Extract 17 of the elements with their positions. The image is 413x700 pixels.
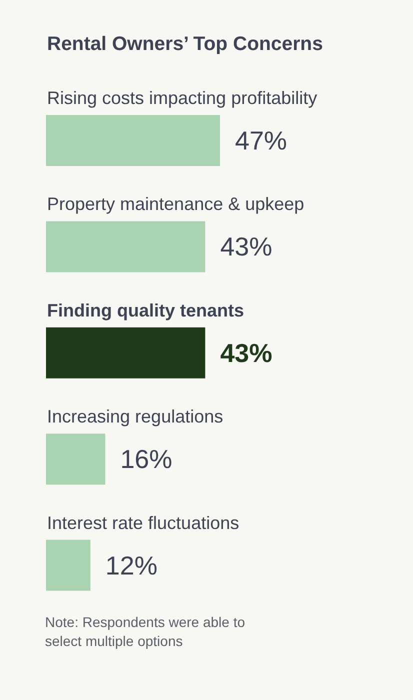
data-label: 16% bbox=[120, 444, 172, 474]
y-tick-label: Interest rate fluctuations bbox=[47, 512, 240, 533]
y-tick-label: Increasing regulations bbox=[47, 406, 224, 427]
bar bbox=[46, 434, 106, 485]
y-tick-label: Rising costs impacting profitability bbox=[47, 88, 318, 108]
y-tick-label: Finding quality tenants bbox=[47, 300, 244, 320]
bar bbox=[46, 540, 90, 591]
chart-title: Rental Owners’ Top Concerns bbox=[47, 32, 323, 56]
data-label: 43% bbox=[220, 232, 272, 262]
bar bbox=[46, 221, 206, 272]
bar bbox=[46, 115, 220, 166]
y-tick-label: Property maintenance & upkeep bbox=[47, 194, 304, 214]
text: Note: Respondents were able to select multiple options bbox=[45, 613, 246, 651]
data-label: 12% bbox=[105, 550, 158, 580]
bar bbox=[46, 327, 206, 378]
data-label: 43% bbox=[220, 338, 272, 368]
data-label: 47% bbox=[235, 126, 288, 156]
